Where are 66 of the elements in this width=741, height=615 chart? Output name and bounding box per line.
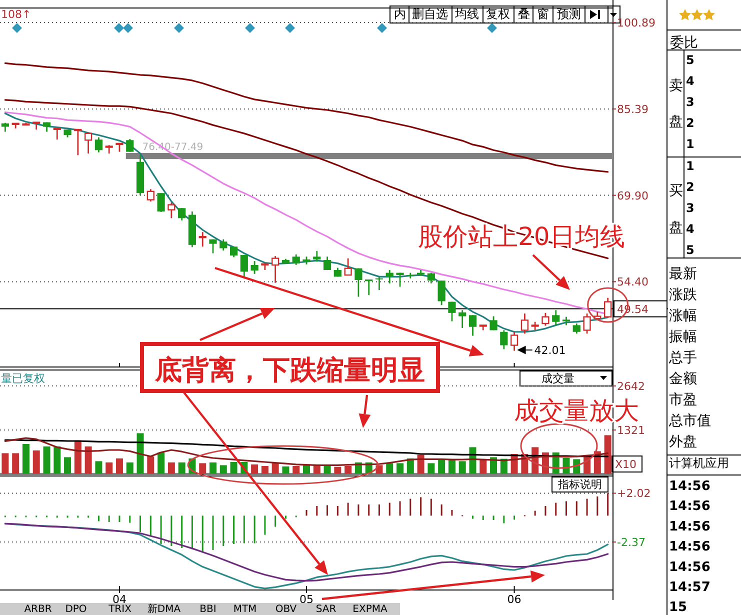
x-tick-label: 04	[112, 593, 126, 606]
annotation: 内	[394, 7, 406, 21]
text: 3	[686, 201, 694, 215]
y-tick-label: 2642	[617, 380, 645, 393]
text: 总市值	[668, 413, 711, 429]
text: 15	[669, 600, 688, 615]
x-tick-label: 05	[300, 593, 314, 606]
text: 市盈	[669, 392, 697, 408]
text: TRIX	[108, 604, 132, 615]
y-tick-label: +2.02	[617, 487, 651, 500]
text: 14:57	[669, 580, 710, 595]
annotation: 复权	[486, 7, 510, 21]
text: 4	[686, 74, 694, 88]
annotation: 底背离，下跌缩量明显	[154, 355, 425, 386]
text: EXPMA	[352, 604, 388, 615]
text: OBV	[275, 604, 297, 615]
text: 计算机应用	[669, 456, 729, 470]
text: 新DMA	[147, 603, 181, 615]
text: 14:56	[669, 499, 710, 514]
text: BBI	[200, 604, 216, 615]
y-tick-label: 69.90	[617, 189, 648, 202]
text: 3	[686, 95, 694, 109]
text: 5	[686, 53, 694, 67]
text: 盘	[669, 220, 683, 236]
y-tick-label: 100.89	[617, 16, 656, 30]
text: MTM	[233, 604, 257, 615]
text: X10	[615, 458, 637, 471]
text: 2	[686, 116, 694, 130]
text: 总手	[668, 350, 697, 366]
annotation: 成交量	[542, 372, 574, 385]
text: DPO	[65, 604, 87, 615]
text: 最新	[669, 266, 697, 282]
text: 振幅	[669, 329, 697, 345]
text: ARBR	[24, 604, 52, 615]
annotation: 指标说明	[557, 478, 602, 491]
text: 14:56	[669, 479, 710, 494]
y-tick-label: 85.39	[617, 102, 648, 116]
text: 14:56	[669, 519, 710, 534]
y-tick-label: 54.40	[617, 276, 648, 289]
annotation: 量已复权	[1, 372, 45, 385]
text: 2	[686, 180, 694, 194]
text: 盘	[669, 114, 683, 130]
text: 14:56	[669, 540, 710, 555]
text: 4	[686, 222, 694, 236]
text: SAR	[316, 604, 336, 615]
text: 涨跌	[669, 287, 697, 303]
text: 1	[686, 137, 694, 151]
text: 14:56	[669, 560, 710, 575]
annotation: 42.01	[534, 344, 566, 357]
text: 5	[686, 243, 694, 257]
y-tick-label: 1321	[617, 424, 645, 437]
annotation: 预测	[557, 7, 581, 21]
text: 1	[686, 159, 694, 173]
x-tick-label: 06	[507, 593, 522, 606]
text: 委比	[670, 35, 698, 51]
y-tick-label: -2.37	[617, 536, 646, 549]
text: 买	[669, 183, 683, 199]
annotation: 108↑	[1, 8, 32, 21]
text: 卖	[669, 78, 683, 94]
text: 涨幅	[669, 308, 697, 324]
annotation: 叠	[518, 7, 530, 21]
annotation: 窗	[537, 7, 549, 21]
text: 外盘	[669, 434, 697, 450]
annotation: 删自选	[412, 7, 448, 21]
text: 金额	[669, 371, 697, 387]
annotation: 均线	[454, 7, 479, 21]
